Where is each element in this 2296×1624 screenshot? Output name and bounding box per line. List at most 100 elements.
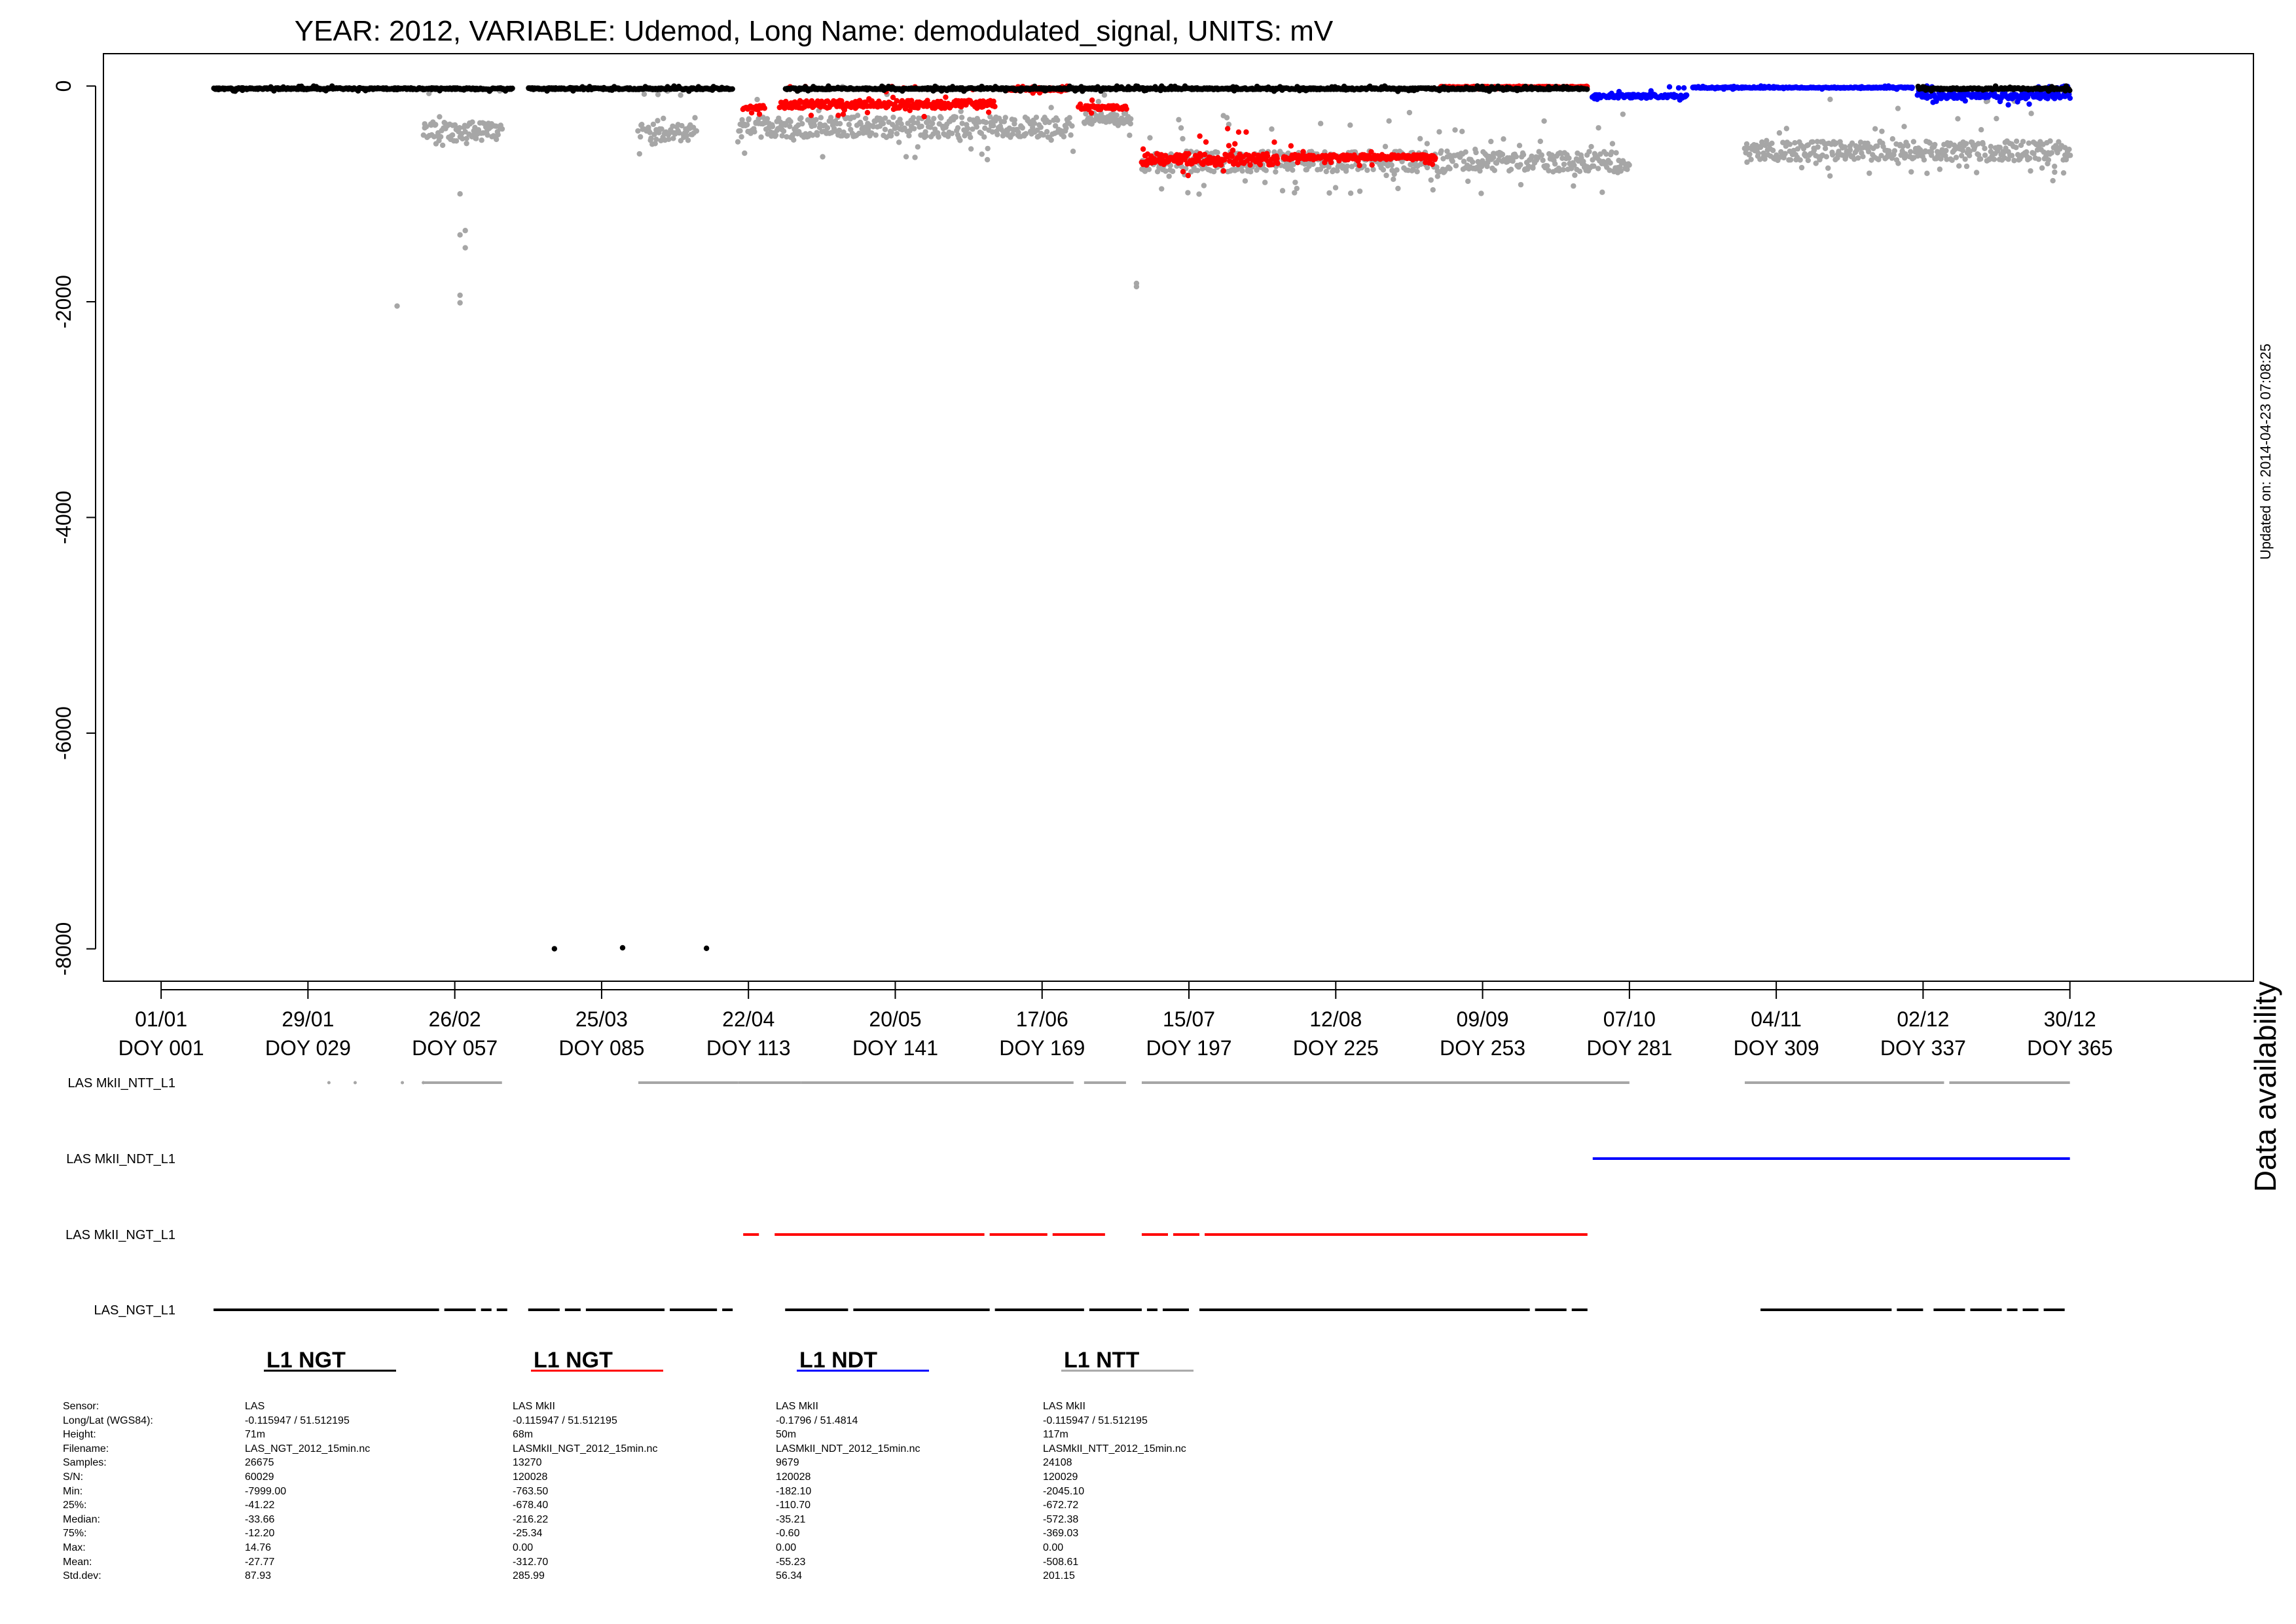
data-point [1002, 115, 1008, 120]
data-point [1900, 143, 1906, 149]
data-point [1370, 166, 1376, 173]
data-point [693, 128, 700, 134]
data-point [1269, 162, 1275, 168]
data-point [1015, 129, 1021, 135]
data-point [1814, 139, 1820, 145]
data-point [1994, 115, 1999, 122]
data-point [437, 134, 444, 140]
x-tick-doy: DOY 085 [558, 1036, 644, 1060]
x-tick-doy: DOY 337 [1880, 1036, 1966, 1060]
data-point [1226, 121, 1232, 128]
stats-column-lasmkii-ngt: LAS MkII -0.115947 / 51.512195 68m LASMk… [513, 1401, 658, 1582]
data-point [2047, 138, 2053, 144]
data-point [1510, 158, 1516, 164]
data-point [2050, 177, 2056, 184]
data-point [898, 121, 904, 127]
data-point [1827, 173, 1833, 179]
data-point [824, 125, 831, 131]
data-point [456, 125, 463, 131]
x-tick-date: 26/02 [429, 1007, 481, 1031]
data-point [738, 134, 744, 140]
data-point [1988, 149, 1994, 154]
data-point [1586, 149, 1592, 154]
data-point [1529, 153, 1535, 159]
y-tick-label: -6000 [52, 706, 75, 760]
data-point [769, 124, 776, 130]
data-point [1251, 151, 1257, 158]
data-point [1755, 151, 1761, 156]
data-point [820, 154, 826, 160]
data-point [1770, 147, 1776, 154]
data-point [1624, 166, 1630, 172]
data-point [1428, 177, 1434, 183]
data-point [653, 136, 659, 143]
data-point [773, 132, 779, 138]
data-point [1424, 141, 1430, 147]
data-point [1822, 145, 1829, 152]
x-tick-doy: DOY 113 [706, 1036, 791, 1060]
data-point [1491, 168, 1497, 173]
data-point [788, 118, 793, 124]
x-tick-date: 07/10 [1603, 1007, 1656, 1031]
data-point [1780, 139, 1786, 145]
data-point [1541, 118, 1547, 124]
data-point [955, 125, 961, 131]
data-point [1591, 163, 1597, 170]
data-point [437, 114, 443, 120]
data-point [1011, 117, 1017, 123]
data-point [1866, 149, 1872, 154]
data-point [453, 138, 460, 144]
data-point [1891, 148, 1898, 154]
data-point [964, 126, 971, 132]
availability-row-label: LAS MkII_NTT_L1 [67, 1076, 175, 1091]
data-point [1178, 159, 1184, 166]
data-point [1077, 101, 1084, 107]
data-point [655, 118, 661, 124]
data-point [1895, 160, 1901, 166]
data-point [1364, 167, 1370, 173]
data-point [639, 121, 645, 128]
data-point [1874, 143, 1880, 149]
x-tick-doy: DOY 169 [999, 1036, 1085, 1060]
data-point [1447, 152, 1453, 158]
data-point-outlier [462, 245, 468, 251]
data-point [1294, 185, 1300, 192]
data-point [1185, 172, 1192, 179]
data-point [1040, 132, 1046, 138]
data-point [813, 117, 819, 123]
data-point [1459, 128, 1465, 135]
stats-column-las-ngt: LAS -0.115947 / 51.512195 71m LAS_NGT_20… [245, 1401, 371, 1582]
data-point [2026, 101, 2032, 107]
data-point [869, 130, 875, 136]
data-point [870, 124, 877, 130]
data-point [1470, 159, 1476, 165]
data-point [652, 141, 658, 147]
data-point [1369, 162, 1375, 168]
data-point [2056, 139, 2062, 145]
data-point [742, 150, 748, 156]
data-point [1609, 149, 1614, 155]
data-point [1815, 144, 1821, 150]
data-point [1264, 153, 1271, 159]
data-point [2005, 101, 2011, 108]
data-point [1876, 156, 1882, 162]
data-point [953, 114, 959, 120]
x-tick-date: 20/05 [869, 1007, 921, 1031]
data-point [930, 131, 936, 137]
data-point [1745, 145, 1751, 151]
x-tick-doy: DOY 057 [412, 1036, 498, 1060]
data-point [1166, 173, 1172, 179]
data-point [1290, 167, 1296, 173]
x-tick-date: 25/03 [575, 1007, 628, 1031]
data-point [1499, 151, 1506, 158]
data-point [1618, 168, 1624, 174]
data-point [1323, 168, 1330, 175]
data-point [1953, 154, 1959, 160]
data-point [1394, 167, 1400, 173]
data-point [1128, 116, 1134, 122]
data-point [509, 85, 515, 92]
data-point [1982, 153, 1988, 158]
data-point [1203, 139, 1209, 145]
data-point [1525, 163, 1532, 170]
